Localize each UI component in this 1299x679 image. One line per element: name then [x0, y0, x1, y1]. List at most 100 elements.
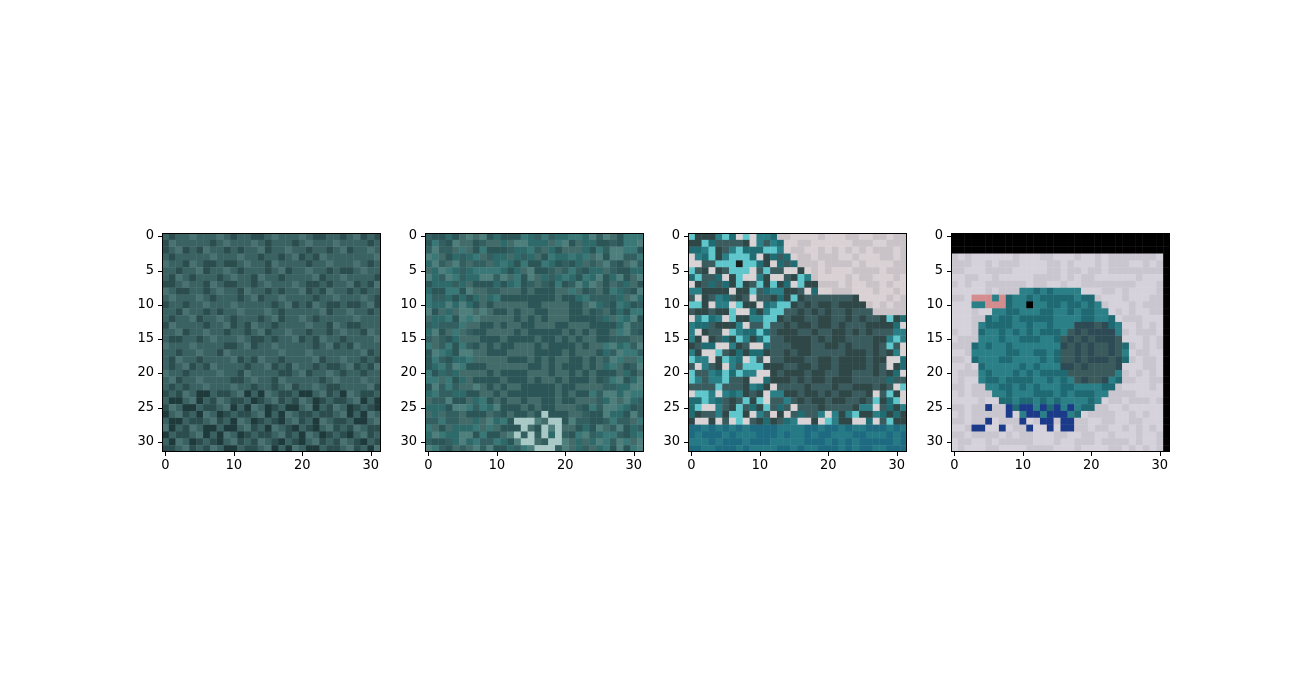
- pixel: [162, 363, 169, 371]
- pixel: [541, 233, 549, 240]
- pixel: [312, 431, 320, 439]
- pixel: [520, 294, 528, 302]
- pixel: [818, 287, 826, 295]
- pixel: [1019, 410, 1027, 418]
- pixel: [824, 445, 832, 452]
- pixel: [1046, 342, 1054, 350]
- pixel: [1012, 397, 1020, 405]
- pixel: [431, 445, 439, 452]
- pixel: [749, 233, 757, 240]
- pixel: [507, 239, 515, 247]
- pixel: [264, 267, 272, 275]
- pixel: [694, 260, 702, 268]
- pixel: [756, 438, 764, 446]
- pixel: [346, 383, 354, 391]
- pixel: [845, 376, 853, 384]
- pixel: [209, 390, 217, 398]
- pixel: [865, 431, 873, 439]
- pixel: [701, 287, 709, 295]
- pixel: [951, 328, 958, 336]
- pixel: [333, 246, 341, 254]
- pixel: [1005, 404, 1013, 412]
- pixel: [957, 390, 965, 398]
- pixel: [250, 424, 258, 432]
- pixel: [886, 404, 894, 412]
- pixel: [575, 260, 583, 268]
- pixel: [1019, 315, 1027, 323]
- pixel: [1149, 445, 1157, 452]
- pixel: [305, 445, 313, 452]
- pixel: [367, 328, 375, 336]
- pixel: [216, 431, 224, 439]
- pixel: [182, 390, 190, 398]
- pixel: [486, 294, 494, 302]
- pixel: [1005, 349, 1013, 357]
- pixel: [978, 308, 986, 316]
- pixel: [992, 424, 1000, 432]
- pixel: [1094, 410, 1102, 418]
- pixel: [513, 431, 521, 439]
- pixel: [818, 349, 826, 357]
- pixel: [486, 363, 494, 371]
- pixel: [964, 369, 972, 377]
- pixel: [459, 294, 467, 302]
- pixel: [1149, 438, 1157, 446]
- pixel: [561, 280, 569, 288]
- pixel: [852, 267, 860, 275]
- pixel: [216, 294, 224, 302]
- pixel: [527, 233, 535, 240]
- pixel: [582, 376, 590, 384]
- pixel: [230, 349, 238, 357]
- pixel: [285, 328, 293, 336]
- pixel: [811, 233, 819, 240]
- pixel: [209, 349, 217, 357]
- pixel: [1053, 253, 1061, 261]
- pixel: [1122, 280, 1130, 288]
- pixel: [203, 233, 211, 240]
- pixel: [1074, 349, 1082, 357]
- pixel: [701, 280, 709, 288]
- pixel: [886, 445, 894, 452]
- pixel: [596, 308, 604, 316]
- pixel: [804, 397, 812, 405]
- pixel: [688, 246, 695, 254]
- pixel: [971, 253, 979, 261]
- pixel: [1094, 233, 1102, 240]
- pixel: [818, 417, 826, 425]
- pixel: [630, 253, 638, 261]
- pixel: [582, 315, 590, 323]
- pixel: [602, 280, 610, 288]
- pixel: [500, 267, 508, 275]
- pixel: [722, 260, 730, 268]
- pixel: [879, 424, 887, 432]
- pixel: [1026, 321, 1034, 329]
- pixel: [865, 315, 873, 323]
- pixel: [1142, 328, 1150, 336]
- pixel: [824, 335, 832, 343]
- pixel: [688, 274, 695, 282]
- pixel: [175, 363, 183, 371]
- pixel: [1087, 383, 1095, 391]
- pixel: [1122, 253, 1130, 261]
- pixel: [1005, 321, 1013, 329]
- x-tick-mark: [233, 452, 235, 456]
- pixel: [1115, 260, 1123, 268]
- pixel: [203, 301, 211, 309]
- pixel: [609, 294, 617, 302]
- pixel: [1033, 417, 1041, 425]
- pixel: [312, 328, 320, 336]
- pixel: [312, 274, 320, 282]
- pixel: [1053, 260, 1061, 268]
- pixel: [845, 438, 853, 446]
- pixel: [985, 308, 993, 316]
- pixel: [749, 328, 757, 336]
- pixel: [1067, 410, 1075, 418]
- pixel: [548, 424, 556, 432]
- pixel: [278, 315, 286, 323]
- pixel: [1135, 308, 1143, 316]
- pixel: [500, 253, 508, 261]
- pixel: [1026, 383, 1034, 391]
- pixel: [1005, 363, 1013, 371]
- pixel: [472, 369, 480, 377]
- pixel: [271, 376, 279, 384]
